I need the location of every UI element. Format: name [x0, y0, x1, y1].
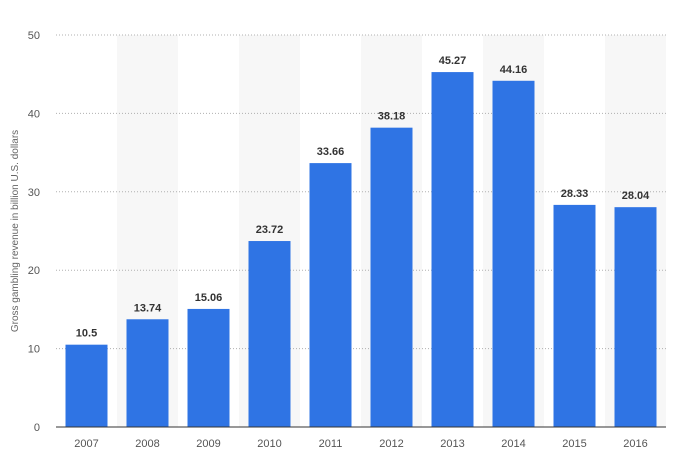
x-tick-label: 2009 [196, 438, 220, 450]
y-tick-label: 40 [28, 108, 40, 120]
y-axis-title: Gross gambling revenue in billion U.S. d… [10, 130, 21, 332]
data-label: 28.04 [622, 190, 650, 202]
x-tick-label: 2007 [74, 438, 98, 450]
x-tick-label: 2016 [623, 438, 647, 450]
y-tick-label: 20 [28, 265, 40, 277]
y-tick-label: 30 [28, 187, 40, 199]
data-label: 15.06 [195, 292, 223, 304]
x-tick-label: 2012 [379, 438, 403, 450]
data-label: 45.27 [439, 55, 467, 67]
x-tick-label: 2014 [501, 438, 525, 450]
data-label: 10.5 [76, 328, 97, 340]
y-tick-label: 0 [34, 422, 40, 434]
y-axis-ticks: 0 10 20 30 40 50 [28, 30, 40, 434]
data-label: 44.16 [500, 64, 528, 76]
data-labels: 10.5 13.74 15.06 23.72 33.66 38.18 45.27 44.16 2… [76, 55, 650, 340]
bar-2007 [65, 344, 108, 427]
data-label: 28.33 [561, 188, 589, 200]
x-axis-ticks: 2007 2008 2009 2010 2011 2012 2013 2014 2015 2016 [74, 438, 647, 450]
bar-2011 [309, 163, 352, 428]
x-tick-label: 2015 [562, 438, 586, 450]
data-label: 23.72 [256, 224, 284, 236]
data-label: 38.18 [378, 111, 406, 123]
x-tick-label: 2011 [319, 438, 343, 450]
y-tick-label: 50 [28, 30, 40, 42]
bar-2012 [370, 127, 413, 428]
bar-2013 [431, 72, 474, 428]
bar-2016 [614, 207, 657, 427]
bar-2015 [553, 204, 596, 427]
x-tick-label: 2008 [135, 438, 159, 450]
bar-2010 [248, 241, 291, 427]
bars [65, 72, 657, 428]
x-tick-label: 2010 [257, 438, 281, 450]
data-label: 13.74 [134, 302, 162, 314]
bar-2008 [126, 319, 169, 427]
y-tick-label: 10 [28, 344, 40, 356]
data-label: 33.66 [317, 146, 345, 158]
bar-2014 [492, 80, 535, 428]
x-tick-label: 2013 [440, 438, 464, 450]
bar-2009 [187, 308, 230, 427]
